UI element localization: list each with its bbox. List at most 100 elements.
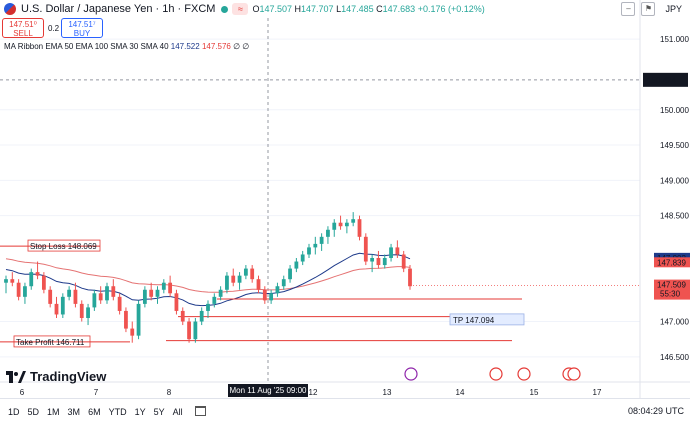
countdown-label: 55:30	[660, 290, 681, 299]
candle	[161, 282, 166, 290]
candle	[395, 247, 400, 255]
candle	[332, 222, 337, 230]
candle	[243, 268, 248, 276]
candle	[326, 229, 330, 237]
price-tag	[654, 257, 690, 268]
wave-icon[interactable]: ≈	[232, 3, 249, 15]
range-button-1m[interactable]: 1M	[47, 406, 60, 417]
price-axis: 151.000 150.000 149.500 149.000 148.500 147.0…	[639, 0, 689, 398]
range-button-1d[interactable]: 1D	[8, 406, 20, 417]
flag-icon[interactable]: ⚑	[641, 2, 656, 16]
candle	[408, 268, 412, 287]
spread-value: 0.2	[48, 24, 60, 33]
candle	[124, 310, 128, 329]
indicator-legend[interactable]: MA Ribbon EMA 50 EMA 100 SMA 30 SMA 40 1…	[4, 42, 250, 51]
candle	[193, 321, 198, 340]
last-price-tag	[654, 279, 690, 300]
candles	[4, 212, 412, 343]
logo-text: TradingView	[30, 369, 107, 384]
candle	[23, 286, 27, 297]
calendar-icon[interactable]	[194, 405, 206, 416]
candle	[344, 222, 349, 227]
market-open-icon	[221, 5, 229, 13]
lightning-event-icon[interactable]	[404, 367, 418, 381]
bottom-toolbar: 1D 5D 1M 3M 6M YTD 1Y 5Y All 08:04:29 UTC	[0, 398, 690, 422]
range-button-1y[interactable]: 1Y	[134, 406, 146, 417]
candle	[130, 328, 135, 336]
range-button-5y[interactable]: 5Y	[153, 406, 165, 417]
candle	[187, 321, 191, 340]
candle	[111, 286, 116, 297]
range-button-6m[interactable]: 6M	[88, 406, 101, 417]
price-tag-label: 147.839	[657, 258, 686, 267]
candle	[35, 272, 40, 276]
time-tick-label: 7	[94, 388, 99, 397]
tradingview-logo-icon	[6, 370, 26, 383]
price-tick-label: 150.000	[660, 106, 689, 115]
candle	[237, 275, 242, 283]
stop-loss-label: Stop Loss 148.069	[30, 242, 97, 251]
candle	[67, 289, 72, 297]
candle	[48, 289, 53, 304]
tradingview-logo[interactable]: TradingView	[6, 369, 106, 384]
stop-loss-box	[27, 239, 101, 252]
time-tick-label: 12	[309, 388, 318, 397]
candle	[149, 289, 154, 297]
symbol-title[interactable]: U.S. Dollar / Japanese Yen · 1h · FXCM	[21, 3, 216, 15]
us-flag-event-icon[interactable]	[517, 367, 531, 381]
currency-label[interactable]: JPY	[665, 4, 682, 14]
candle	[307, 247, 311, 255]
us-flag-event-icon[interactable]	[489, 367, 503, 381]
chart-grid	[0, 38, 640, 358]
crosshair-price-label: 150.424	[647, 76, 676, 85]
minimize-icon[interactable]: –	[621, 2, 636, 16]
price-tick-label: 149.500	[660, 141, 689, 150]
range-button-ytd[interactable]: YTD	[108, 406, 127, 417]
ohlc-values: O147.507 H147.707 L147.485 C147.683 +0.1…	[252, 4, 485, 14]
candle	[29, 272, 34, 287]
buy-button[interactable]: 147.51⁷ BUY	[61, 18, 103, 38]
candle	[86, 307, 90, 318]
sell-button[interactable]: 147.51⁰ SELL	[2, 18, 44, 38]
candle	[174, 293, 179, 311]
candle	[180, 310, 185, 322]
candle	[79, 303, 84, 318]
candle	[389, 247, 393, 258]
time-axis: 6 7 8 12 13 14 15 17	[0, 367, 690, 397]
price-chart[interactable]: Stop Loss 148.069 Take Profit 146.711 TP 1…	[0, 0, 690, 398]
candle	[269, 293, 274, 301]
candle	[92, 293, 97, 308]
candle	[363, 236, 368, 262]
candle	[73, 289, 78, 304]
range-button-all[interactable]: All	[172, 406, 183, 417]
candle	[319, 236, 324, 244]
ema-100-line	[5, 252, 411, 307]
candle	[16, 282, 21, 297]
price-tick-label: 147.000	[660, 318, 689, 327]
price-tick-label: 148.500	[660, 212, 689, 221]
candle	[98, 293, 103, 301]
time-tick-label: 8	[167, 388, 172, 397]
range-button-3m[interactable]: 3M	[67, 406, 81, 417]
candle	[382, 258, 387, 266]
candle	[376, 258, 381, 266]
last-price-label: 147.509	[657, 281, 686, 290]
candle	[262, 289, 267, 301]
utc-clock[interactable]: 08:04:29 UTC	[627, 405, 684, 416]
candle	[142, 289, 147, 304]
candle	[313, 243, 318, 248]
candle	[41, 275, 46, 290]
candle	[199, 310, 204, 322]
candle	[105, 286, 109, 301]
us-flag-event-icon[interactable]	[567, 367, 581, 381]
candle	[10, 279, 15, 283]
time-tick-label: 13	[383, 388, 392, 397]
range-button-5d[interactable]: 5D	[27, 406, 40, 417]
tp-label: TP 147.094	[453, 316, 495, 325]
candle	[370, 258, 375, 262]
take-profit-label: Take Profit 146.711	[16, 338, 85, 347]
candle	[218, 289, 223, 297]
time-tick-label: 17	[593, 388, 602, 397]
candle	[357, 219, 362, 237]
crosshair-price-tag	[643, 72, 688, 87]
